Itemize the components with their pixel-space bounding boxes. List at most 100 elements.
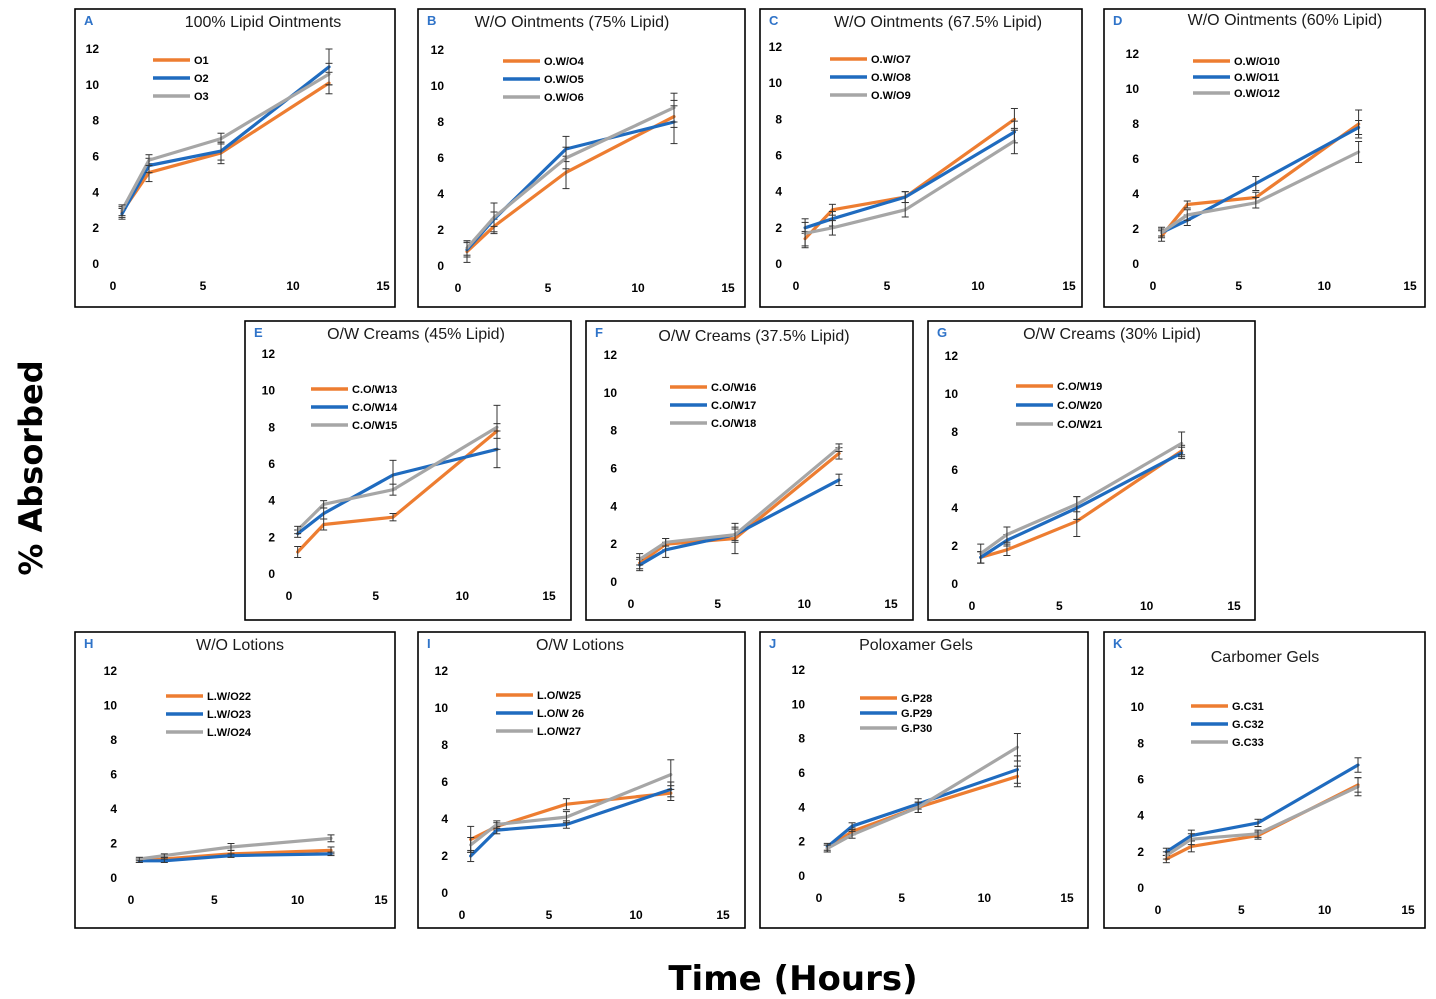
y-tick-label: 10 [1126,82,1140,96]
panel-frame [74,8,396,308]
legend-entry: C.O/W14 [352,402,398,414]
x-tick-label: 15 [716,908,730,922]
y-tick-label: 8 [441,738,448,752]
y-tick-label: 0 [268,567,275,581]
series-line [1164,763,1360,854]
y-tick-label: 6 [268,457,275,471]
y-tick-label: 10 [604,386,618,400]
x-tick-label: 0 [816,891,823,905]
y-tick-label: 12 [104,664,118,678]
y-tick-label: 6 [437,151,444,165]
y-tick-label: 8 [1137,736,1144,750]
series-line [638,446,841,561]
panel-letter: J [769,636,776,651]
y-tick-label: 0 [798,869,805,883]
x-tick-label: 5 [1235,279,1242,293]
x-tick-label: 5 [545,281,552,295]
legend-entry: C.O/W21 [1057,419,1102,431]
y-tick-label: 2 [437,223,444,237]
panel-f: F O/W Creams (37.5% Lipid) 0 2 4 6 8 10 12 0 5 10 15… [585,320,914,621]
x-tick-label: 10 [456,589,470,603]
panel-letter: E [254,325,263,340]
panel-k: K Carbomer Gels 0 2 4 6 8 10 12 0 5 10 15 G.C31 G.C32 G… [1103,631,1426,929]
panel-frame [759,8,1083,308]
y-tick-label: 0 [1132,257,1139,271]
series-line [137,852,333,863]
x-tick-label: 0 [793,279,800,293]
series-line [1159,125,1361,235]
panel-frame [417,631,746,929]
legend-entry: C.O/W16 [711,382,756,394]
series-line [120,72,331,212]
series-line [465,114,676,254]
x-tick-label: 10 [971,279,985,293]
y-tick-label: 6 [798,766,805,780]
y-tick-label: 8 [110,733,117,747]
y-tick-label: 6 [110,768,117,782]
series-line [1159,150,1361,235]
y-tick-label: 2 [951,539,958,553]
panel-letter: K [1113,636,1123,651]
panel-title: W/O Ointments (67.5% Lipid) [834,14,1042,31]
legend-entry: O3 [194,91,209,103]
y-tick-label: 2 [798,835,805,849]
legend-entry: O.W/O7 [871,54,911,66]
legend-entry: L.W/O23 [207,709,251,721]
series-line [469,787,673,858]
y-tick-label: 12 [945,349,959,363]
y-tick-label: 8 [92,114,99,128]
x-tick-label: 0 [286,589,293,603]
legend-entry: G.P30 [901,723,932,735]
legend-entry: O1 [194,55,209,67]
series-line [803,139,1017,235]
series-line [296,425,499,532]
x-tick-label: 10 [1318,903,1332,917]
panel-d: D W/O Ointments (60% Lipid) 0 2 4 6 8 10 12 0 5 10 1… [1103,8,1426,308]
y-tick-label: 8 [1132,117,1139,131]
y-tick-label: 2 [1137,845,1144,859]
x-tick-label: 15 [884,597,898,611]
x-tick-label: 5 [898,891,905,905]
y-tick-label: 10 [431,79,445,93]
panel-g: G O/W Creams (30% Lipid) 0 2 4 6 8 10 12 0 5 10 15 C.… [927,320,1256,621]
y-tick-label: 4 [92,185,99,199]
legend-entry: C.O/W17 [711,400,756,412]
y-tick-label: 2 [268,530,275,544]
x-tick-label: 10 [978,891,992,905]
y-tick-label: 2 [441,849,448,863]
y-tick-label: 10 [262,384,276,398]
x-tick-label: 15 [1227,599,1241,613]
x-tick-label: 0 [628,597,635,611]
panel-title: O/W Creams (30% Lipid) [1023,326,1201,343]
x-tick-label: 0 [1150,279,1157,293]
y-tick-label: 4 [610,499,617,513]
panel-frame [1103,631,1426,929]
y-tick-label: 4 [1132,187,1139,201]
y-tick-label: 12 [1126,47,1140,61]
x-tick-label: 5 [884,279,891,293]
y-tick-label: 4 [441,812,448,826]
panel-c: C W/O Ointments (67.5% Lipid) 0 2 4 6 8 10 12 0 5 1… [759,8,1083,308]
legend-entry: G.C31 [1232,701,1264,713]
panel-b: B W/O Ointments (75% Lipid) 0 2 4 6 8 10 12 0 5 10 1… [417,8,746,308]
y-tick-label: 10 [435,701,449,715]
y-tick-label: 6 [441,775,448,789]
panel-title: W/O Ointments (75% Lipid) [475,14,670,31]
y-tick-label: 0 [437,259,444,273]
x-tick-label: 15 [1401,903,1415,917]
panel-title: Carbomer Gels [1211,649,1319,666]
series-line [979,451,1184,560]
panel-letter: G [937,325,947,340]
panel-j: J Poloxamer Gels 0 2 4 6 8 10 12 0 5 10 15 G.P28 G.P29… [759,631,1089,929]
y-tick-label: 2 [610,537,617,551]
panel-i: I O/W Lotions 0 2 4 6 8 10 12 0 5 10 15 L.O/W25 L.O/W … [417,631,746,929]
series-line [825,745,1020,851]
y-tick-label: 0 [1137,881,1144,895]
legend-entry: L.W/O22 [207,691,251,703]
y-tick-label: 0 [775,257,782,271]
panel-frame [1103,8,1426,308]
x-tick-label: 5 [211,893,218,907]
y-tick-label: 8 [268,420,275,434]
legend-entry: C.O/W18 [711,418,756,430]
